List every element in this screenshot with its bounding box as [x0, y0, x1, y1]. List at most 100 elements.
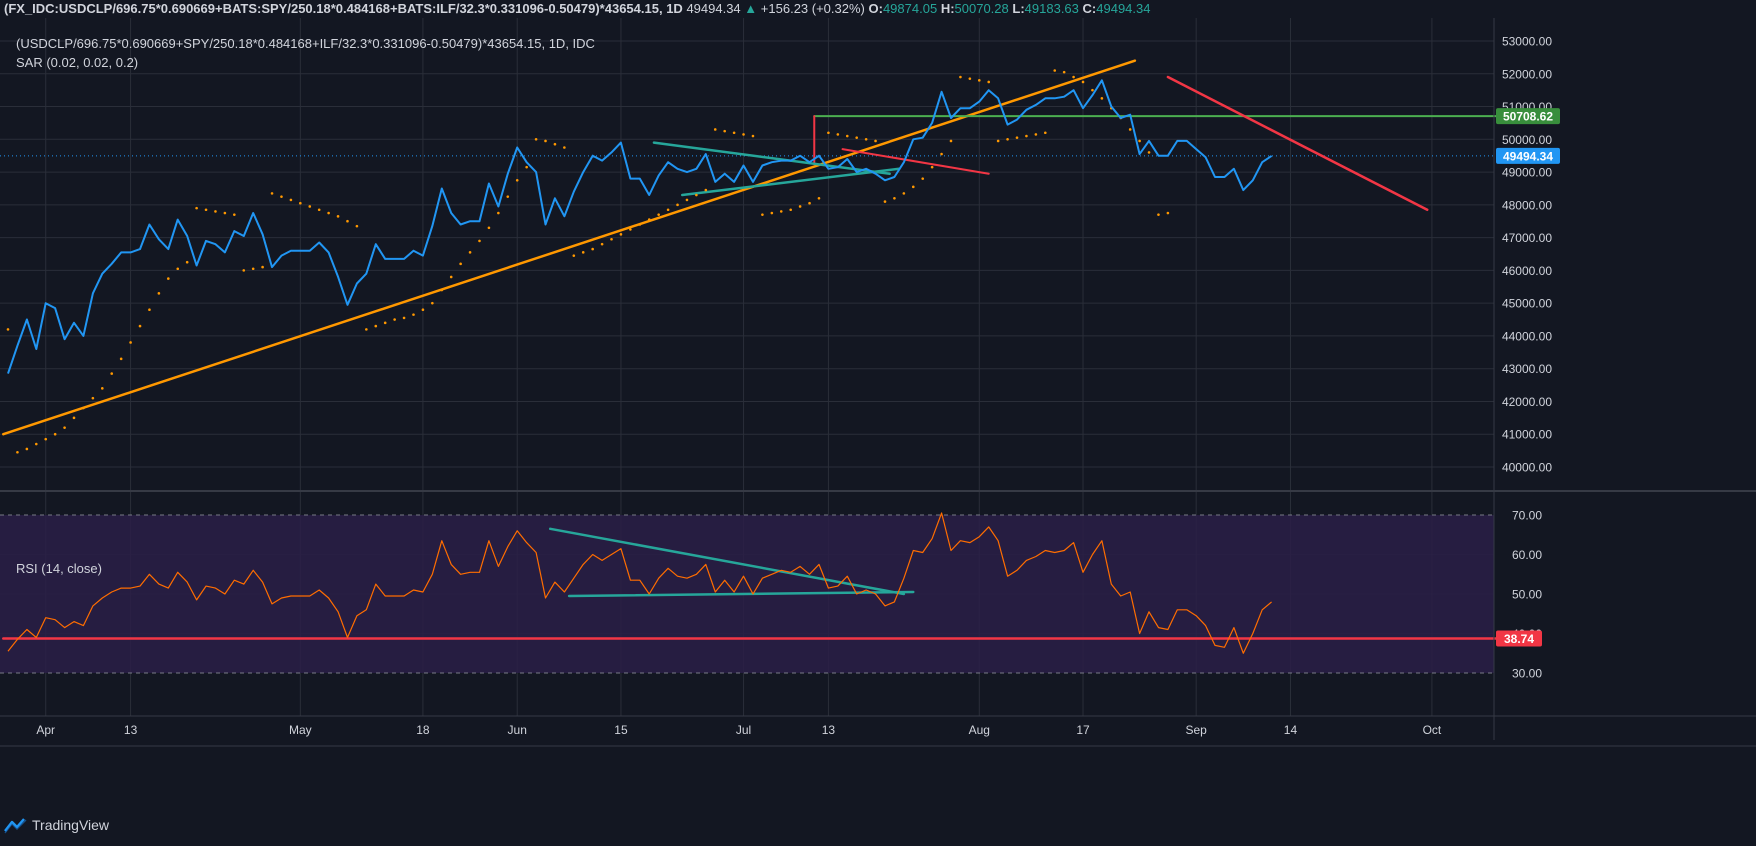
sar-point-73 — [695, 193, 698, 197]
price-tick-label-3: 43000.00 — [1502, 362, 1552, 376]
sar-point-59 — [563, 146, 566, 149]
sar-point-91 — [864, 138, 868, 141]
sar-point-1 — [16, 450, 19, 454]
sar-point-87 — [827, 131, 830, 135]
sar-point-94 — [893, 196, 896, 200]
sar-point-49 — [468, 251, 472, 254]
sar-point-16 — [157, 292, 161, 295]
tradingview-logo-icon — [4, 818, 27, 834]
sar-point-50 — [478, 239, 481, 243]
open-label: O: — [868, 1, 883, 16]
sar-point-31 — [299, 201, 302, 205]
sar-point-95 — [902, 192, 906, 195]
sar-point-119 — [1128, 128, 1132, 131]
time-tick-label-2: May — [289, 723, 312, 737]
sar-point-10 — [101, 387, 104, 390]
sar-point-105 — [996, 139, 1000, 143]
sar-point-3 — [34, 442, 38, 446]
sar-point-107 — [1015, 136, 1019, 139]
low-label: L: — [1012, 1, 1025, 16]
sar-point-99 — [940, 152, 943, 156]
sar-point-5 — [53, 432, 57, 436]
symbol-name[interactable]: (FX_IDC:USDCLP/696.75*0.690669+BATS:SPY/… — [4, 1, 683, 16]
series-layer — [6, 69, 1273, 654]
sar-point-113 — [1072, 75, 1075, 79]
sar-point-12 — [119, 357, 123, 361]
sar-point-69 — [657, 213, 660, 216]
sar-point-19 — [185, 260, 189, 264]
sar-point-88 — [836, 133, 840, 136]
sar-point-23 — [223, 211, 227, 215]
last-price-label-bg — [1496, 147, 1560, 164]
sar-point-32 — [308, 205, 312, 208]
sar-point-77 — [732, 131, 736, 135]
sar-point-25 — [242, 269, 246, 272]
sar-point-17 — [167, 277, 170, 280]
sar-point-72 — [685, 198, 689, 202]
price-tick-label-13: 53000.00 — [1502, 35, 1552, 49]
rsi-tick-label-3: 60.00 — [1512, 548, 1542, 562]
time-tick-label-8: Aug — [969, 723, 990, 737]
last-price-label: 49494.34 — [1503, 149, 1553, 163]
sar-point-104 — [987, 80, 991, 84]
low-value: 49183.63 — [1024, 1, 1079, 16]
sar-point-98 — [930, 165, 934, 169]
sar-point-70 — [666, 208, 670, 212]
close-value: 49494.34 — [1096, 1, 1151, 16]
sar-point-116 — [1100, 97, 1104, 100]
rsi-legend[interactable]: RSI (14, close) — [16, 561, 102, 576]
sar-point-45 — [431, 301, 434, 305]
sar-point-96 — [911, 185, 915, 189]
price-tick-label-6: 46000.00 — [1502, 264, 1552, 278]
high-value: 50070.28 — [954, 1, 1009, 16]
main-series-legend[interactable]: (USDCLP/696.75*0.690669+SPY/250.18*0.484… — [16, 36, 595, 51]
open-value: 49874.05 — [882, 1, 938, 16]
sar-point-39 — [374, 324, 378, 328]
sar-point-34 — [327, 211, 330, 215]
time-tick-label-11: 14 — [1284, 723, 1298, 737]
sar-point-76 — [723, 129, 726, 133]
sar-point-103 — [977, 79, 981, 82]
sar-point-106 — [1006, 138, 1009, 141]
sar-point-71 — [676, 203, 679, 207]
price-tick-label-12: 52000.00 — [1502, 67, 1552, 81]
sar-point-4 — [44, 437, 48, 441]
sar-point-114 — [1081, 80, 1085, 84]
green-level-label: 50708.62 — [1503, 110, 1553, 124]
sar-point-108 — [1025, 134, 1028, 138]
sar-point-44 — [421, 308, 425, 312]
brand-name: TradingView — [32, 817, 110, 833]
price-tick-label-2: 42000.00 — [1502, 395, 1552, 409]
sar-point-111 — [1053, 69, 1057, 72]
sar-point-55 — [525, 165, 528, 169]
tradingview-brand[interactable]: TradingView — [4, 816, 109, 834]
sar-point-2 — [25, 447, 29, 451]
sar-point-100 — [949, 139, 953, 143]
sar-point-8 — [82, 406, 85, 410]
sar-point-53 — [506, 195, 510, 198]
high-label: H: — [940, 1, 955, 16]
sar-point-30 — [289, 198, 293, 202]
sar-point-0 — [6, 328, 10, 331]
sar-legend[interactable]: SAR (0.02, 0.02, 0.2) — [16, 55, 139, 70]
sar-point-66 — [629, 228, 632, 231]
sar-point-51 — [487, 226, 491, 230]
last-price: 49494.34 — [686, 1, 741, 16]
time-tick-label-1: 13 — [124, 723, 138, 737]
rsi-tick-label-2: 50.00 — [1512, 588, 1542, 602]
sar-point-11 — [110, 372, 114, 375]
sar-point-75 — [713, 128, 717, 131]
price-labels-layer: 50708.62 49494.34 38.74 — [1496, 108, 1560, 647]
drawings-layer[interactable] — [2, 59, 1500, 640]
sar-point-115 — [1091, 88, 1094, 92]
up-triangle-icon: ▲ — [744, 1, 758, 16]
red-trendline-july — [841, 148, 990, 175]
time-tick-label-5: 15 — [614, 723, 628, 737]
price-series-line — [7, 79, 1273, 374]
sar-point-29 — [280, 195, 283, 198]
sar-point-13 — [129, 341, 132, 344]
sar-point-92 — [874, 139, 877, 143]
sar-point-40 — [383, 321, 387, 325]
teal-triangle-lower — [680, 167, 901, 197]
